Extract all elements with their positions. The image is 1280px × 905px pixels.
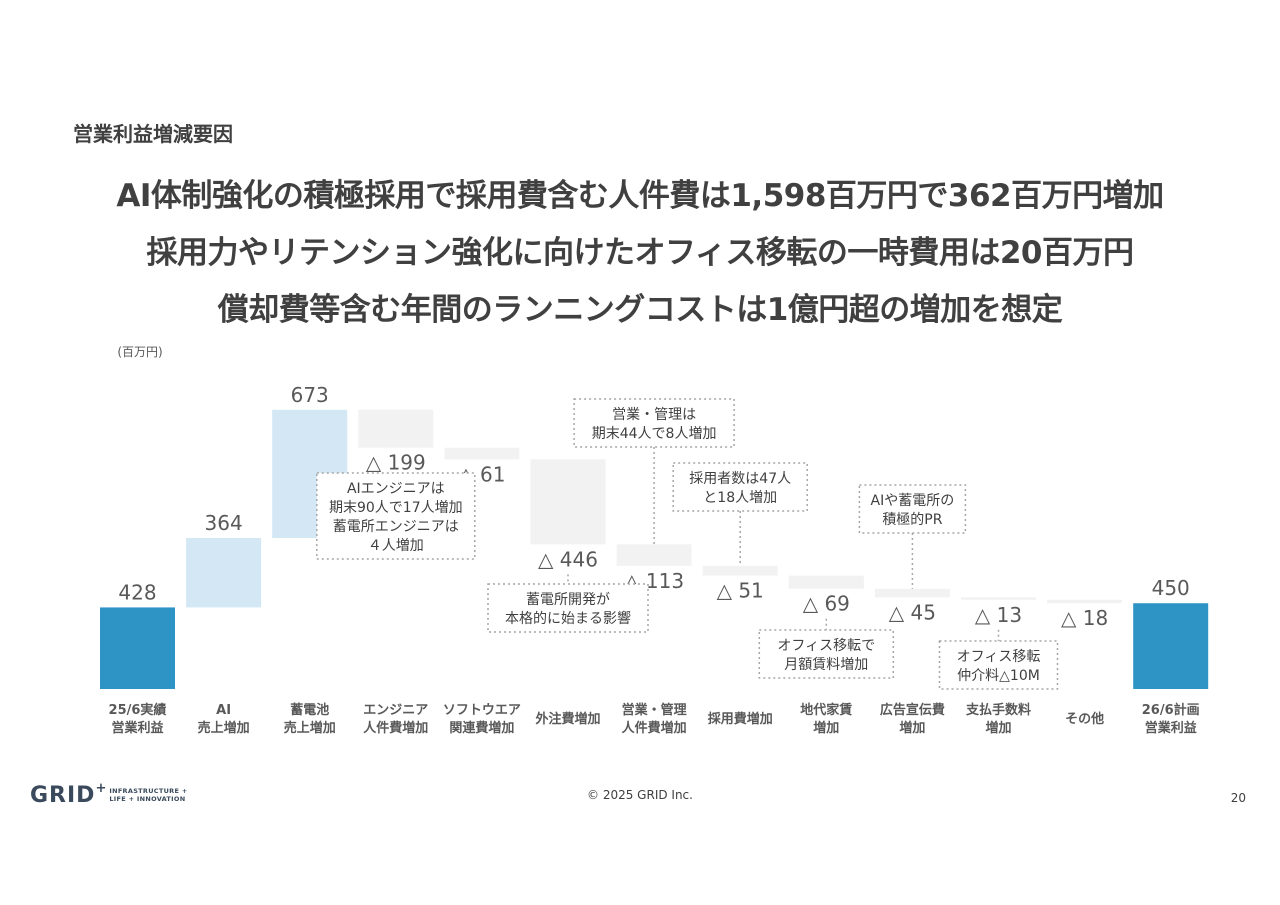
copyright: © 2025 GRID Inc. bbox=[587, 788, 693, 802]
annotation-text-5: オフィス移転で bbox=[777, 638, 875, 654]
value-label-13: 450 bbox=[1152, 576, 1190, 600]
annotation-text-3: 営業・管理は bbox=[612, 407, 696, 423]
annotation-box-3 bbox=[573, 398, 735, 448]
bar-10 bbox=[874, 588, 950, 598]
category-label-12: その他 bbox=[1065, 711, 1104, 727]
bar-7 bbox=[616, 544, 692, 566]
bar-1 bbox=[100, 607, 175, 689]
headline-line-1: AI体制強化の積極採用で採用費含む人件費は1,598百万円で362百万円増加 bbox=[116, 178, 1164, 214]
logo-tagline-2: LIFE + INNOVATION bbox=[109, 795, 186, 803]
category-label-5: 関連費増加 bbox=[449, 720, 514, 736]
value-label-2: 364 bbox=[205, 511, 243, 535]
category-label-9: 地代家賃 bbox=[800, 702, 852, 718]
value-label-8: △ 51 bbox=[717, 579, 764, 603]
annotation-text-1: 期末90人で17人増加 bbox=[329, 500, 463, 516]
category-label-3: 売上増加 bbox=[284, 720, 336, 736]
category-label-6: 外注費増加 bbox=[534, 711, 600, 727]
headline-line-2: 採用力やリテンション強化に向けたオフィス移転の一時費用は20百万円 bbox=[146, 235, 1134, 271]
annotation-text-7: オフィス移転 bbox=[957, 649, 1041, 665]
category-label-10: 広告宣伝費 bbox=[880, 702, 945, 718]
logo-tagline-1: INFRASTRUCTURE + bbox=[109, 787, 188, 795]
category-label-13: 26/6計画 bbox=[1142, 702, 1200, 718]
logo-tagline: INFRASTRUCTURE + LIFE + INNOVATION bbox=[109, 787, 187, 803]
bar-4 bbox=[358, 409, 434, 448]
category-label-7: 人件費増加 bbox=[622, 720, 687, 736]
annotation-text-6: 積極的PR bbox=[882, 512, 942, 528]
annotation-box-5 bbox=[758, 629, 895, 679]
category-label-3: 蓄電池 bbox=[290, 702, 329, 718]
value-label-9: △ 69 bbox=[803, 592, 850, 616]
value-label-12: △ 18 bbox=[1061, 606, 1108, 630]
unit-label: (百万円) bbox=[117, 345, 162, 359]
category-label-1: 営業利益 bbox=[111, 720, 163, 736]
category-label-11: 増加 bbox=[985, 720, 1011, 736]
annotation-box-7 bbox=[938, 640, 1059, 690]
category-label-9: 増加 bbox=[813, 720, 839, 736]
grid-logo: GRID + INFRASTRUCTURE + LIFE + INNOVATIO… bbox=[30, 780, 188, 808]
annotation-box-2 bbox=[487, 583, 649, 633]
category-label-8: 採用費増加 bbox=[708, 711, 773, 727]
headline-line-3: 償却費等含む年間のランニングコストは1億円超の増加を想定 bbox=[217, 292, 1063, 328]
bar-11 bbox=[961, 597, 1036, 600]
annotation-text-6: AIや蓄電所の bbox=[871, 493, 955, 509]
category-label-10: 増加 bbox=[899, 720, 925, 736]
value-label-3: 673 bbox=[291, 383, 329, 407]
section-label: 営業利益増減要因 bbox=[73, 122, 233, 146]
annotation-text-2: 本格的に始まる影響 bbox=[505, 610, 631, 627]
bar-6 bbox=[530, 459, 606, 545]
bar-12 bbox=[1047, 599, 1123, 604]
logo-plus: + bbox=[95, 780, 107, 796]
value-label-1: 428 bbox=[118, 580, 156, 604]
value-label-10: △ 45 bbox=[889, 600, 936, 624]
annotation-text-1: AIエンジニアは bbox=[347, 481, 445, 497]
category-label-4: エンジニア bbox=[363, 703, 428, 718]
value-label-11: △ 13 bbox=[975, 603, 1022, 627]
value-label-4: △ 199 bbox=[366, 451, 426, 475]
bar-13 bbox=[1133, 603, 1209, 689]
page-number: 20 bbox=[1230, 791, 1246, 805]
logo-wordmark: GRID bbox=[30, 782, 96, 808]
annotation-text-4: 採用者数は47人 bbox=[689, 471, 791, 487]
bar-8 bbox=[702, 565, 778, 576]
category-label-11: 支払手数料 bbox=[965, 702, 1031, 718]
bar-9 bbox=[788, 575, 864, 589]
category-label-13: 営業利益 bbox=[1145, 720, 1197, 736]
annotation-text-1: ４人増加 bbox=[368, 538, 424, 554]
annotation-box-6 bbox=[858, 484, 967, 534]
category-label-2: 売上増加 bbox=[198, 720, 250, 736]
annotation-box-1 bbox=[316, 472, 476, 560]
annotation-text-4: と18人増加 bbox=[703, 490, 777, 506]
bar-5 bbox=[444, 447, 520, 460]
bar-2 bbox=[186, 538, 262, 608]
value-label-6: △ 446 bbox=[538, 547, 598, 571]
category-label-4: 人件費増加 bbox=[363, 720, 428, 736]
category-label-5: ソフトウエア bbox=[443, 703, 521, 718]
category-label-2: AI bbox=[216, 703, 231, 718]
category-label-7: 営業・管理 bbox=[622, 702, 687, 718]
annotation-text-5: 月額賃料増加 bbox=[784, 657, 868, 673]
headline: AI体制強化の積極採用で採用費含む人件費は1,598百万円で362百万円増加 採… bbox=[0, 168, 1280, 339]
annotation-box-4 bbox=[672, 462, 808, 512]
annotation-text-2: 蓄電所開発が bbox=[526, 592, 610, 608]
annotation-text-1: 蓄電所エンジニアは bbox=[333, 519, 459, 535]
annotation-text-7: 仲介料△10M bbox=[957, 668, 1040, 684]
category-label-1: 25/6実績 bbox=[109, 702, 167, 718]
annotation-text-3: 期末44人で8人増加 bbox=[592, 426, 717, 442]
